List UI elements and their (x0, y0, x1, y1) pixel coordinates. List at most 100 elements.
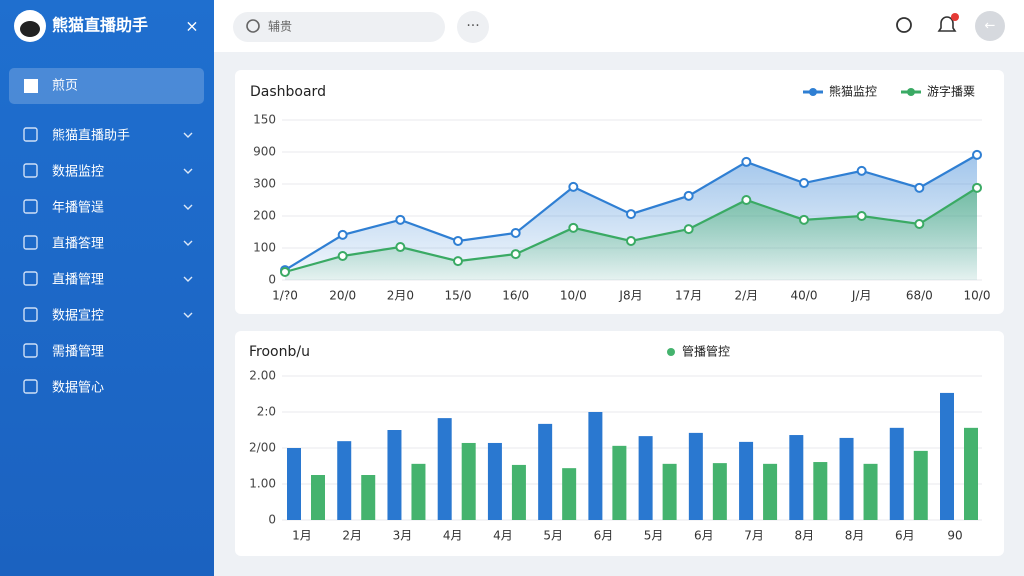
menu-icon (23, 379, 38, 394)
chevron (183, 204, 193, 210)
x-tick-label: 6月 (895, 529, 915, 543)
point (395, 242, 406, 253)
point (972, 182, 982, 193)
menu-icon (23, 271, 38, 286)
bar (461, 442, 476, 520)
x-tick-label: 8月 (845, 529, 865, 543)
menu-item[interactable]: 煎页 (52, 78, 78, 94)
point (856, 165, 867, 176)
menu-item[interactable]: 数据管心 (52, 381, 104, 396)
x-tick-label: 5月 (543, 529, 563, 543)
point (914, 182, 925, 193)
x-tick-label: 2/月 (734, 289, 758, 303)
y-tick-label: 2/00 (249, 441, 276, 455)
avatar[interactable] (975, 11, 1005, 41)
x-tick-label: 6月 (594, 529, 614, 543)
bar (940, 392, 954, 520)
chevron (183, 312, 193, 318)
x-tick-label: 90 (947, 529, 962, 543)
x-tick-label: J8月 (618, 289, 642, 303)
point (626, 235, 636, 246)
x-tick-label: 10/0 (964, 289, 991, 303)
x-tick-label: 15/0 (445, 289, 472, 303)
menu-item[interactable]: 直播答理 (52, 236, 104, 252)
point (741, 195, 752, 205)
bar (287, 448, 301, 520)
bar (638, 436, 653, 520)
menu-icon (23, 235, 38, 250)
bar (562, 468, 577, 520)
bar (311, 475, 325, 520)
area-fill (285, 187, 977, 280)
x-tick-label: 3月 (393, 529, 413, 543)
bar (789, 435, 804, 520)
home-icon (24, 79, 38, 93)
point (337, 229, 348, 240)
badge (951, 13, 959, 21)
menu-item[interactable]: 年播管逞 (52, 201, 104, 216)
bar (964, 427, 978, 520)
bar (538, 423, 553, 520)
x-tick-label: 6月 (694, 529, 714, 543)
bell-button[interactable] (937, 16, 957, 32)
point (453, 235, 463, 246)
chevron (183, 240, 193, 246)
bar (712, 463, 727, 520)
bar (889, 427, 904, 520)
y-tick-label: 900 (253, 145, 276, 159)
menu-item[interactable]: 熊猫直播助手 (52, 128, 130, 144)
bar (511, 464, 526, 520)
bar (662, 463, 677, 520)
more-dots: ··· (466, 18, 479, 34)
sidebar (0, 0, 214, 576)
bar (839, 437, 854, 520)
search-button[interactable] (896, 17, 912, 33)
menu-item[interactable]: 直播管理 (52, 273, 104, 288)
avatar-arrow: ← (985, 19, 996, 34)
x-tick-label: J/月 (851, 289, 872, 303)
point (683, 224, 694, 235)
bar (739, 441, 754, 520)
x-tick-label: 4月 (493, 529, 513, 543)
bar (361, 475, 376, 520)
x-tick-label: 8月 (794, 529, 814, 543)
menu-item[interactable]: 需播管理 (52, 345, 104, 360)
menu-item[interactable]: 数据监控 (52, 165, 104, 180)
legend-label: 熊猫监控 (829, 84, 877, 99)
y-tick-label: 0 (268, 513, 276, 527)
point (972, 149, 982, 160)
menu-icon (23, 199, 38, 214)
legend-swatch (667, 348, 675, 356)
menu-icon (23, 163, 38, 178)
chart-title: Froonb/u (249, 344, 310, 360)
app-title: 熊猫直播助手 (52, 16, 148, 35)
menu-icon (23, 307, 38, 322)
bar (337, 441, 352, 520)
x-tick-label: 16/0 (502, 289, 529, 303)
chart-title: Dashboard (250, 84, 326, 100)
x-tick-label: 2月 (342, 529, 362, 543)
logo-face (20, 21, 40, 37)
point (741, 156, 752, 167)
x-tick-label: 4月 (443, 529, 463, 543)
x-tick-label: 20/0 (329, 289, 356, 303)
y-tick-label: 2.00 (249, 369, 276, 383)
menu-icon (23, 127, 38, 142)
x-tick-label: 10/0 (560, 289, 587, 303)
point (568, 181, 579, 192)
menu-active[interactable] (9, 68, 204, 104)
y-tick-label: 200 (253, 209, 276, 223)
more-button[interactable] (457, 11, 489, 43)
point (453, 256, 463, 267)
legend-label: 管播管控 (682, 344, 730, 359)
search-box[interactable] (233, 12, 445, 42)
point (510, 249, 521, 260)
search-icon (246, 19, 260, 33)
close-button[interactable]: × (185, 17, 198, 36)
y-tick-label: 0 (268, 273, 276, 287)
chevron (183, 276, 193, 282)
x-tick-label: 7月 (744, 529, 764, 543)
menu-item[interactable]: 数据宣控 (52, 308, 104, 324)
y-tick-label: 2:0 (257, 405, 276, 419)
